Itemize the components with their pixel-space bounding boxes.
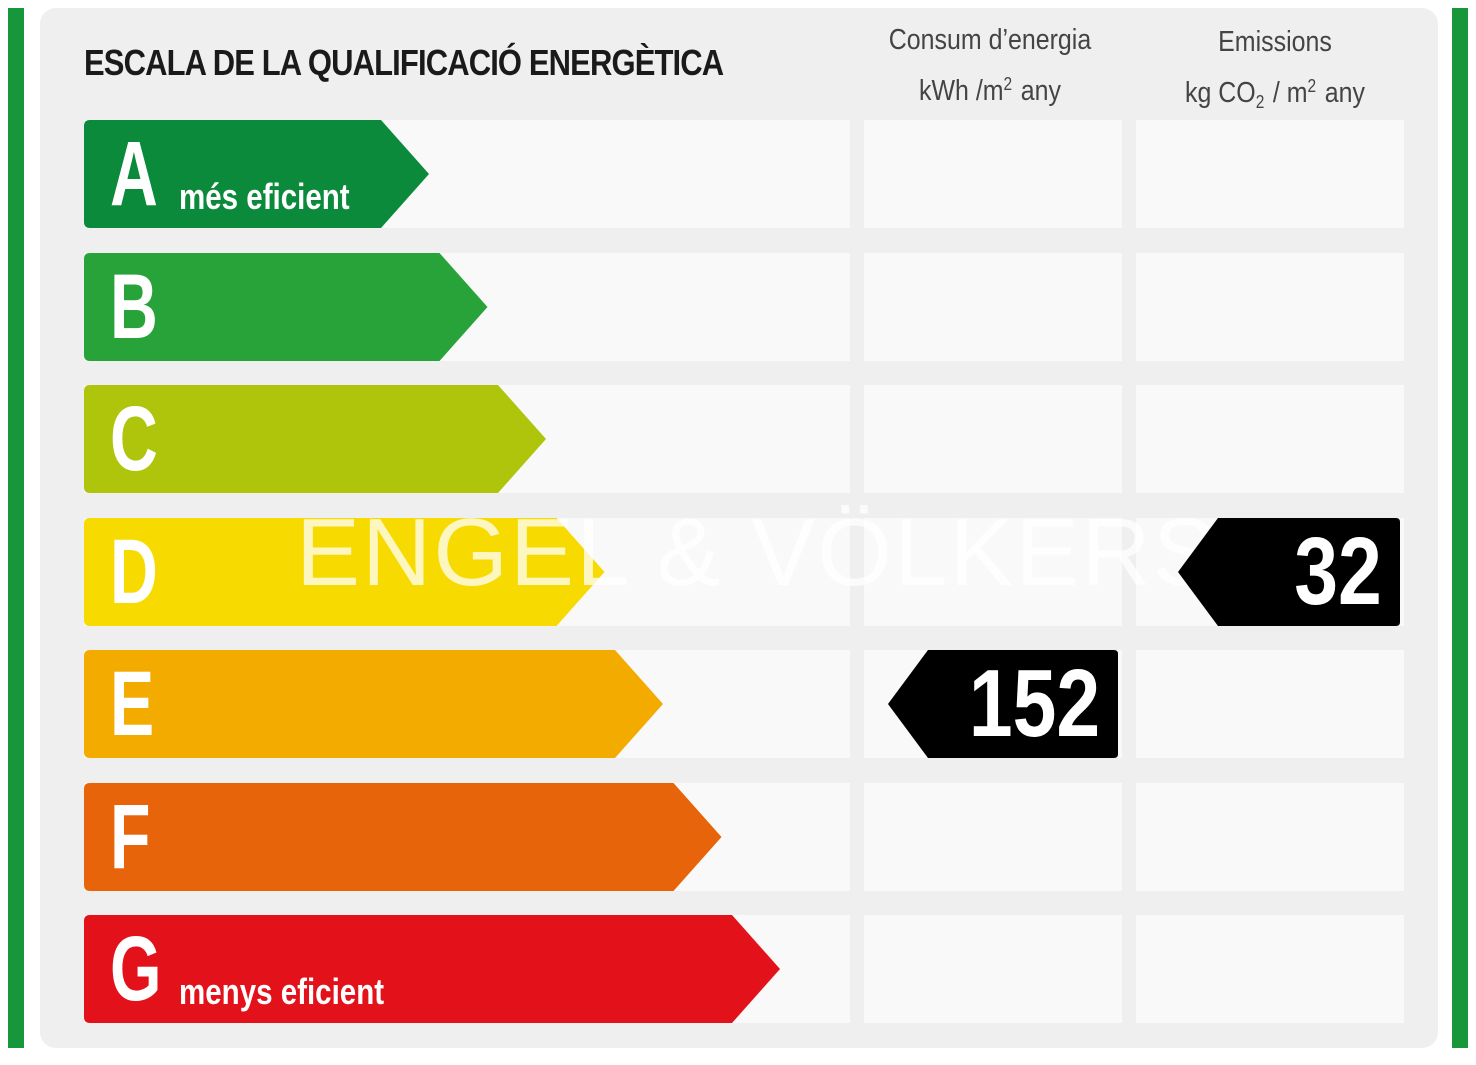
emissions-rating-tag: 32 (1178, 517, 1400, 626)
energy-cell-a (864, 120, 1122, 228)
rating-arrow-d (84, 517, 605, 626)
rating-arrow-g (84, 915, 780, 1023)
energy-rating-tag-arrow (888, 650, 1118, 758)
rating-arrow-e (84, 650, 663, 758)
emissions-cell-e (1136, 650, 1404, 758)
energy-header-unit: kWh /m2 any (919, 74, 1061, 107)
rating-letter: D (110, 520, 158, 623)
emissions-column-header: Emissions kg CO2/ m2 any (1159, 20, 1391, 124)
emissions-cell-f (1136, 782, 1404, 891)
rating-letter: C (110, 388, 158, 490)
rating-letter: B (110, 255, 158, 358)
rating-letter: F (110, 785, 151, 888)
energy-cell-g (864, 915, 1122, 1023)
rating-bar-e: E (84, 650, 663, 758)
energy-column-header: Consum d’energia kWh /m2 any (878, 18, 1102, 113)
rating-sublabel: més eficient (179, 176, 350, 217)
rating-letter: E (110, 653, 155, 755)
energy-cell-d (864, 517, 1122, 626)
emissions-header-unit: kg CO2/ m2 any (1185, 76, 1365, 112)
right-green-border (1452, 8, 1468, 1048)
emissions-rating-tag-arrow (1178, 517, 1400, 626)
rating-bar-d: D (84, 517, 605, 626)
emissions-cell-c (1136, 385, 1404, 493)
rating-bar-f: F (84, 782, 722, 891)
emissions-cell-g (1136, 915, 1404, 1023)
rating-letter: G (110, 918, 162, 1020)
energy-cell-b (864, 252, 1122, 361)
rating-letter: A (110, 123, 158, 225)
rating-bar-c: C (84, 385, 546, 493)
left-green-border (8, 8, 24, 1048)
rating-arrow-f (84, 782, 722, 891)
emissions-cell-a (1136, 120, 1404, 228)
rating-arrow-a (84, 120, 429, 228)
rating-arrow-b (84, 252, 488, 361)
watermark: ENGEL & VÖLKERS (296, 499, 1219, 606)
rating-sublabel: menys eficient (179, 971, 385, 1012)
energy-header-label: Consum d’energia (888, 24, 1092, 56)
emissions-header-label: Emissions (1218, 26, 1332, 58)
emissions-cell-b (1136, 252, 1404, 361)
rating-bar-b: B (84, 252, 488, 361)
energy-cell-f (864, 782, 1122, 891)
energy-rating-tag-value: 152 (968, 650, 1100, 757)
emissions-rating-tag-value: 32 (1294, 517, 1382, 625)
energy-rating-tag: 152 (888, 650, 1118, 758)
energy-cell-c (864, 385, 1122, 493)
rating-arrow-c (84, 385, 546, 493)
page-title: ESCALA DE LA QUALIFICACIÓ ENERGÈTICA (84, 42, 724, 83)
